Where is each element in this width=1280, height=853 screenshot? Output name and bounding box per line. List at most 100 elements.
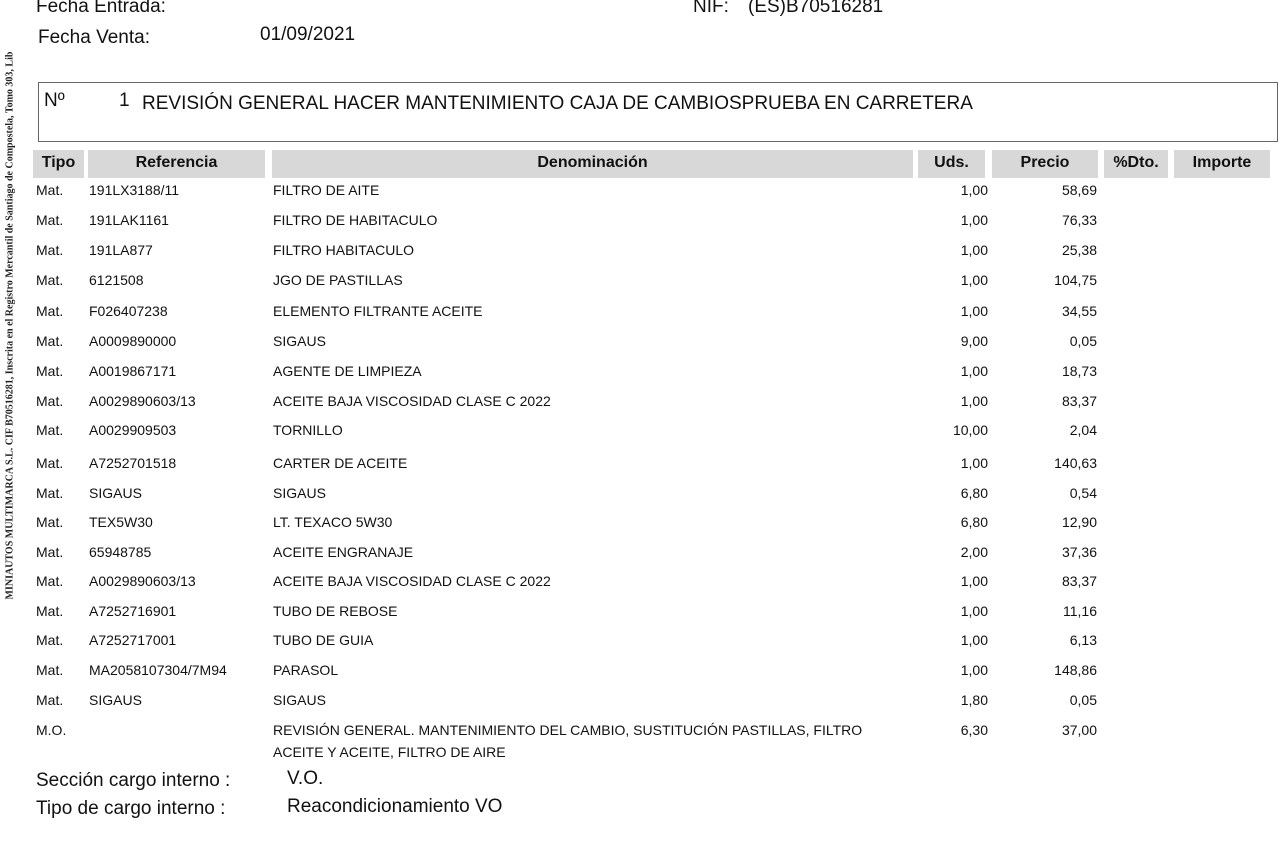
cell-precio: 12,90 xyxy=(1061,514,1097,530)
cell-tipo: Mat. xyxy=(36,333,64,349)
cell-denominacion: ACEITE ENGRANAJE xyxy=(273,544,414,560)
cell-uds: 1,00 xyxy=(960,303,988,319)
cell-precio: 0,05 xyxy=(1069,692,1097,708)
cell-precio: 2,04 xyxy=(1069,422,1097,438)
cell-tipo: Mat. xyxy=(36,272,64,288)
section-label: Nº xyxy=(44,90,65,111)
cell-precio: 37,36 xyxy=(1061,544,1097,560)
cell-precio: 104,75 xyxy=(1054,272,1097,288)
cell-tipo: Mat. xyxy=(36,363,64,379)
cell-denominacion: SIGAUS xyxy=(273,485,326,501)
cell-denominacion: SIGAUS xyxy=(273,333,326,349)
cell-referencia: 191LA877 xyxy=(89,242,153,258)
cell-tipo: M.O. xyxy=(36,722,67,738)
cell-uds: 1,00 xyxy=(960,603,988,619)
cell-referencia: SIGAUS xyxy=(89,485,142,501)
cell-referencia: A0019867171 xyxy=(89,363,177,379)
cell-uds: 1,00 xyxy=(960,212,988,228)
cell-tipo: Mat. xyxy=(36,455,64,471)
cell-uds: 1,00 xyxy=(960,393,988,409)
column-header: Precio xyxy=(992,150,1098,178)
cell-precio: 25,38 xyxy=(1061,242,1097,258)
cell-denominacion: ACEITE BAJA VISCOSIDAD CLASE C 2022 xyxy=(273,573,551,589)
cell-uds: 1,00 xyxy=(960,573,988,589)
cell-denominacion: FILTRO HABITACULO xyxy=(273,242,415,258)
cell-referencia: 6121508 xyxy=(89,272,144,288)
cell-tipo: Mat. xyxy=(36,212,64,228)
cell-tipo: Mat. xyxy=(36,514,64,530)
section-box xyxy=(38,82,1278,142)
cell-tipo: Mat. xyxy=(36,485,64,501)
cell-tipo: Mat. xyxy=(36,573,64,589)
column-header: Referencia xyxy=(88,150,265,178)
cell-uds: 1,00 xyxy=(960,182,988,198)
cell-precio: 148,86 xyxy=(1054,662,1097,678)
footer-label: Tipo de cargo interno : xyxy=(36,798,226,819)
cell-tipo: Mat. xyxy=(36,422,64,438)
cell-referencia: A0029890603/13 xyxy=(89,573,196,589)
cell-tipo: Mat. xyxy=(36,393,64,409)
cell-tipo: Mat. xyxy=(36,662,64,678)
cell-uds: 2,00 xyxy=(960,544,988,560)
cell-precio: 0,05 xyxy=(1069,333,1097,349)
cell-tipo: Mat. xyxy=(36,182,64,198)
cell-precio: 6,13 xyxy=(1069,632,1097,648)
cell-referencia: A0009890000 xyxy=(89,333,177,349)
cell-precio: 140,63 xyxy=(1054,455,1097,471)
column-header: Tipo xyxy=(33,150,84,178)
cell-precio: 34,55 xyxy=(1061,303,1097,319)
cell-uds: 6,80 xyxy=(960,514,988,530)
cell-precio: 58,69 xyxy=(1061,182,1097,198)
fecha-venta-label: Fecha Venta: xyxy=(38,27,150,48)
footer-label: Sección cargo interno : xyxy=(36,770,231,791)
cell-uds: 1,00 xyxy=(960,632,988,648)
section-number: 1 xyxy=(119,90,130,111)
cell-tipo: Mat. xyxy=(36,692,64,708)
column-header: Denominación xyxy=(272,150,913,178)
cell-precio: 76,33 xyxy=(1061,212,1097,228)
cell-uds: 1,00 xyxy=(960,242,988,258)
column-header: Importe xyxy=(1174,150,1270,178)
column-header: Uds. xyxy=(918,150,985,178)
cell-referencia: 191LX3188/11 xyxy=(89,182,180,198)
cell-referencia: A7252716901 xyxy=(89,603,177,619)
cell-referencia: A0029890603/13 xyxy=(89,393,196,409)
cell-uds: 9,00 xyxy=(960,333,988,349)
cell-denominacion: JGO DE PASTILLAS xyxy=(273,272,403,288)
fecha-venta-value: 01/09/2021 xyxy=(260,24,356,45)
section-title: REVISIÓN GENERAL HACER MANTENIMIENTO CAJ… xyxy=(142,93,973,114)
cell-referencia: A7252717001 xyxy=(89,632,177,648)
cell-referencia: TEX5W30 xyxy=(89,514,153,530)
cell-precio: 18,73 xyxy=(1061,363,1097,379)
cell-uds: 1,80 xyxy=(960,692,988,708)
cell-referencia: 191LAK1161 xyxy=(89,212,169,228)
cell-referencia: MA2058107304/7M94 xyxy=(89,662,227,678)
cell-denominacion: TUBO DE GUIA xyxy=(273,632,374,648)
cell-uds: 10,00 xyxy=(952,422,988,438)
nif-label: NIF: xyxy=(693,0,729,17)
cell-tipo: Mat. xyxy=(36,544,64,560)
nif-value: (ES)B70516281 xyxy=(748,0,884,17)
cell-referencia: A0029909503 xyxy=(89,422,177,438)
footer-value: V.O. xyxy=(287,768,324,789)
cell-precio: 37,00 xyxy=(1061,722,1097,738)
cell-tipo: Mat. xyxy=(36,632,64,648)
cell-uds: 1,00 xyxy=(960,363,988,379)
cell-referencia: A7252701518 xyxy=(89,455,177,471)
cell-denominacion: ELEMENTO FILTRANTE ACEITE xyxy=(273,303,483,319)
cell-tipo: Mat. xyxy=(36,242,64,258)
cell-precio: 0,54 xyxy=(1069,485,1097,501)
cell-denominacion: TORNILLO xyxy=(273,422,343,438)
cell-denominacion: AGENTE DE LIMPIEZA xyxy=(273,363,422,379)
cell-denominacion: ACEITE BAJA VISCOSIDAD CLASE C 2022 xyxy=(273,393,551,409)
cell-denominacion: SIGAUS xyxy=(273,692,326,708)
cell-referencia: SIGAUS xyxy=(89,692,142,708)
cell-denominacion: TUBO DE REBOSE xyxy=(273,603,398,619)
cell-denominacion: CARTER DE ACEITE xyxy=(273,455,408,471)
cell-uds: 1,00 xyxy=(960,455,988,471)
cell-uds: 1,00 xyxy=(960,272,988,288)
cell-precio: 11,16 xyxy=(1063,603,1097,619)
cell-tipo: Mat. xyxy=(36,303,64,319)
cell-uds: 6,80 xyxy=(960,485,988,501)
cell-referencia: F026407238 xyxy=(89,303,168,319)
